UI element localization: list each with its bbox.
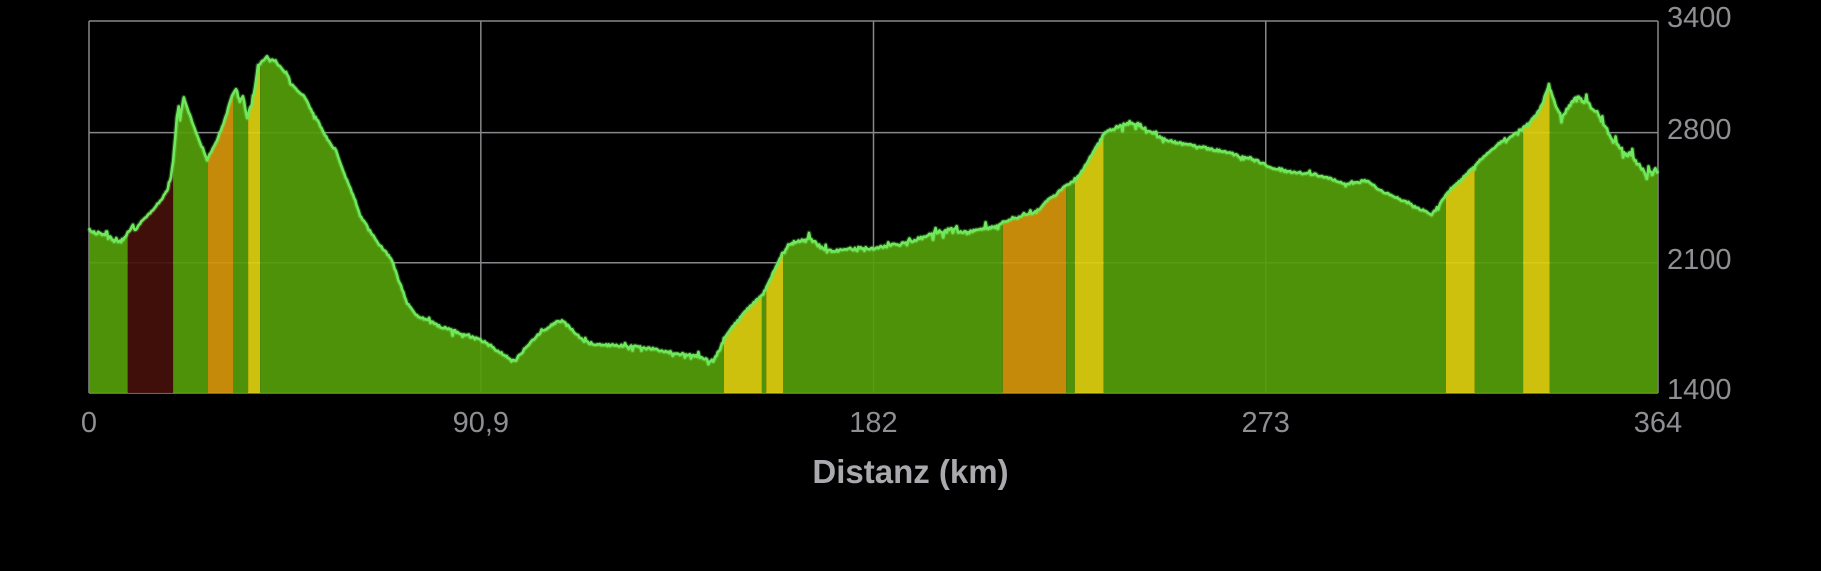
x-axis-tick-label: 364 (1633, 407, 1683, 439)
y-axis-tick-label: 3400 (1667, 2, 1732, 34)
y-axis-tick-label: 1400 (1667, 374, 1732, 406)
x-axis-tick-label: 90,9 (452, 407, 510, 439)
x-axis-title: Distanz (km) (812, 453, 1009, 490)
x-axis-tick-label: 0 (80, 407, 98, 439)
x-axis-tick-label: 273 (1241, 407, 1290, 439)
y-axis-tick-label: 2100 (1667, 243, 1732, 276)
x-axis-tick-label: 182 (849, 407, 898, 439)
y-axis-tick-label: 2800 (1667, 113, 1732, 146)
